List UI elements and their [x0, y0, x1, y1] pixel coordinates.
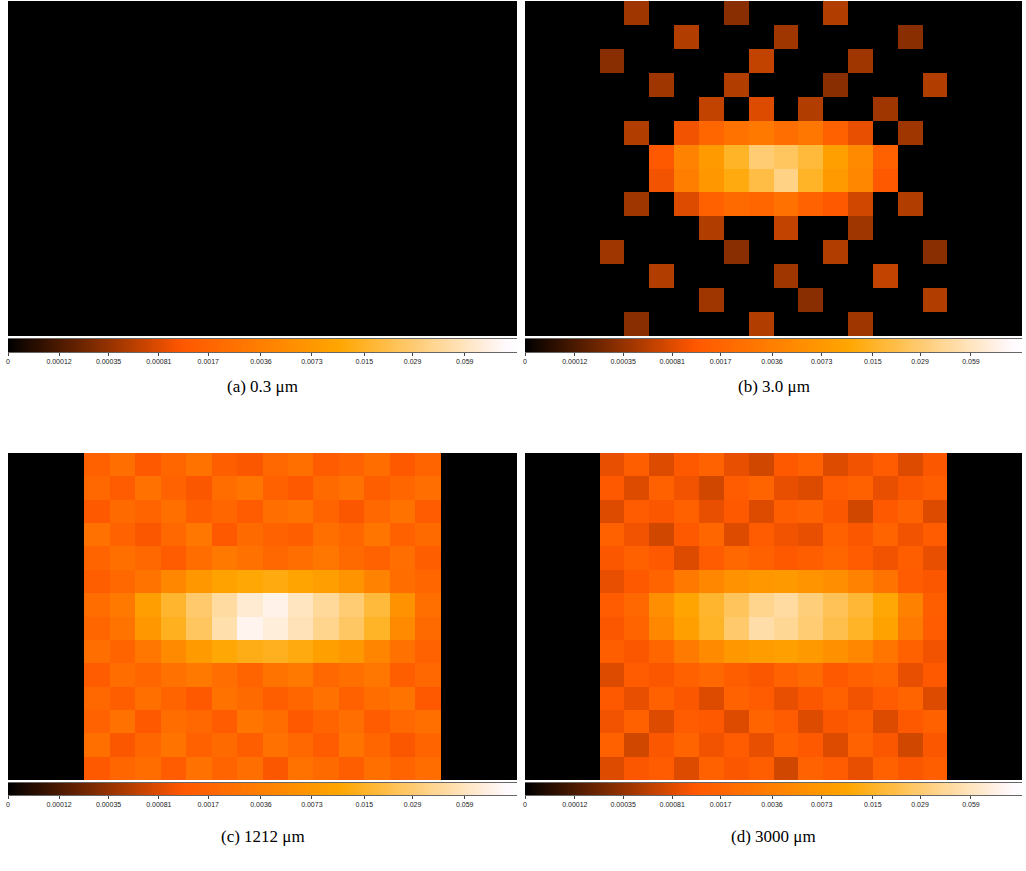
svg-text:0.00012: 0.00012: [562, 358, 587, 365]
svg-text:0.00081: 0.00081: [660, 801, 685, 808]
svg-text:0.00035: 0.00035: [611, 358, 636, 365]
svg-text:0: 0: [6, 801, 10, 808]
svg-text:0.0017: 0.0017: [198, 801, 220, 808]
svg-text:0.00081: 0.00081: [660, 358, 685, 365]
svg-text:0.0036: 0.0036: [250, 801, 272, 808]
svg-text:0.00012: 0.00012: [562, 801, 587, 808]
svg-text:0: 0: [6, 358, 10, 365]
svg-text:0.015: 0.015: [356, 801, 374, 808]
svg-text:0.0073: 0.0073: [301, 801, 323, 808]
svg-text:0: 0: [523, 801, 527, 808]
svg-text:0.0073: 0.0073: [811, 358, 833, 365]
svg-text:(b) 3.0 μm: (b) 3.0 μm: [738, 377, 810, 396]
svg-text:0.0036: 0.0036: [761, 358, 783, 365]
svg-text:0.0017: 0.0017: [710, 801, 732, 808]
svg-text:0.00081: 0.00081: [146, 801, 171, 808]
svg-text:0.0073: 0.0073: [301, 358, 323, 365]
svg-text:0.00081: 0.00081: [146, 358, 171, 365]
svg-text:0.015: 0.015: [356, 358, 374, 365]
svg-text:0.0017: 0.0017: [198, 358, 220, 365]
svg-text:0.0073: 0.0073: [811, 801, 833, 808]
svg-text:0.029: 0.029: [404, 358, 422, 365]
svg-text:(a) 0.3 μm: (a) 0.3 μm: [227, 377, 298, 396]
svg-text:0.029: 0.029: [911, 358, 929, 365]
svg-text:(c) 1212 μm: (c) 1212 μm: [221, 827, 305, 846]
svg-text:0: 0: [523, 358, 527, 365]
svg-text:0.0017: 0.0017: [710, 358, 732, 365]
svg-text:0.015: 0.015: [864, 358, 882, 365]
svg-text:0.00035: 0.00035: [611, 801, 636, 808]
svg-text:0.059: 0.059: [456, 801, 474, 808]
svg-text:0.059: 0.059: [962, 358, 980, 365]
svg-text:(d) 3000 μm: (d) 3000 μm: [731, 827, 816, 846]
svg-text:0.00012: 0.00012: [46, 801, 71, 808]
svg-text:0.029: 0.029: [911, 801, 929, 808]
svg-text:0.0036: 0.0036: [250, 358, 272, 365]
svg-text:0.059: 0.059: [456, 358, 474, 365]
svg-text:0.015: 0.015: [864, 801, 882, 808]
svg-text:0.029: 0.029: [404, 801, 422, 808]
svg-text:0.059: 0.059: [962, 801, 980, 808]
svg-text:0.00012: 0.00012: [46, 358, 71, 365]
svg-text:0.00035: 0.00035: [96, 801, 121, 808]
svg-text:0.00035: 0.00035: [96, 358, 121, 365]
svg-text:0.0036: 0.0036: [761, 801, 783, 808]
